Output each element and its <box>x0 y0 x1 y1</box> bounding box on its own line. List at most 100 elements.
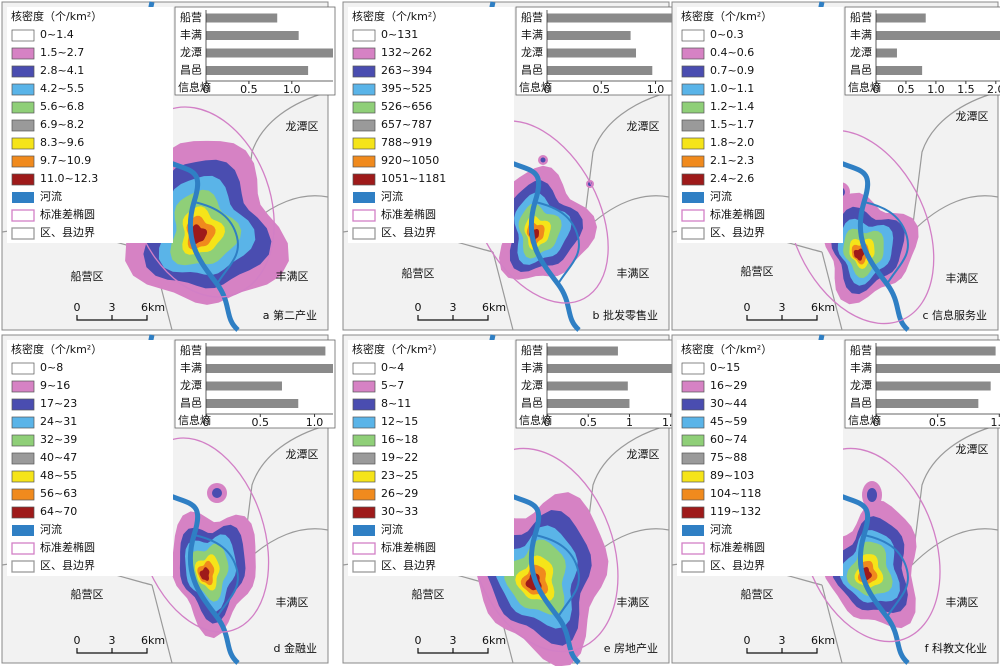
legend-swatch <box>11 506 35 519</box>
entropy-tick-label: 2.0 <box>987 83 1000 96</box>
legend-swatch <box>352 380 376 393</box>
district-label: 龙潭区 <box>627 448 660 461</box>
density-zone <box>853 248 864 261</box>
entropy-tick-label: 0.5 <box>897 83 915 96</box>
legend-title: 核密度（个/km²） <box>11 342 102 356</box>
entropy-bar <box>876 346 996 356</box>
legend-swatch <box>11 29 35 42</box>
legend-swatch <box>352 434 376 447</box>
river <box>193 534 239 618</box>
scale-label: 6km <box>141 301 165 314</box>
entropy-category: 昌邑 <box>521 64 543 77</box>
panel: 昌邑区龙潭区船营区丰满区核密度（个/km²）0~1516~2930~4445~5… <box>671 334 1000 665</box>
legend-label: 标准差椭圆 <box>381 207 436 221</box>
entropy-axis-label: 信息熵 <box>178 413 211 427</box>
legend-swatch <box>681 488 705 501</box>
district-label: 丰满区 <box>946 272 979 285</box>
entropy-category: 龙潭 <box>850 379 872 392</box>
legend-swatch <box>11 119 35 132</box>
entropy-axis-label: 信息熵 <box>848 413 881 427</box>
legend-swatch <box>352 101 376 114</box>
entropy-tick-label: 1.0 <box>927 83 945 96</box>
legend-swatch <box>681 434 705 447</box>
legend-box <box>7 340 173 576</box>
legend-swatch <box>681 155 705 168</box>
legend-label: 30~44 <box>710 397 747 410</box>
entropy-bar <box>876 13 926 23</box>
legend-label: 河流 <box>710 522 732 536</box>
legend-box <box>348 7 514 243</box>
district-label: 龙潭区 <box>627 120 660 133</box>
legend-swatch <box>681 416 705 429</box>
entropy-axis-label: 信息熵 <box>519 413 552 427</box>
scale-label: 0 <box>744 301 751 314</box>
legend-label: 45~59 <box>710 415 747 428</box>
river <box>534 534 580 618</box>
legend-swatch <box>352 506 376 519</box>
entropy-category: 昌邑 <box>180 397 202 410</box>
legend-label: 89~103 <box>710 469 754 482</box>
legend-swatch <box>11 47 35 60</box>
legend-title: 核密度（个/km²） <box>352 342 443 356</box>
legend-swatch <box>352 470 376 483</box>
legend-swatch <box>682 192 704 203</box>
legend-swatch <box>11 488 35 501</box>
district-label: 龙潭区 <box>956 110 989 123</box>
legend-label: 16~29 <box>710 379 747 392</box>
legend-label: 119~132 <box>710 505 761 518</box>
entropy-tick-label: 1.0 <box>647 83 665 96</box>
entropy-bar <box>547 399 630 408</box>
panel-caption: e 房地产业 <box>604 641 658 655</box>
entropy-tick-label: 1.0 <box>991 416 1000 429</box>
legend-label: 8.3~9.6 <box>40 136 84 149</box>
district-label: 龙潭区 <box>286 120 319 133</box>
legend-label: 132~262 <box>381 46 432 59</box>
legend-label: 9~16 <box>40 379 70 392</box>
scale-label: 3 <box>450 634 457 647</box>
legend-swatch <box>681 47 705 60</box>
entropy-bar <box>547 381 628 391</box>
entropy-category: 龙潭 <box>521 379 543 392</box>
legend-swatch <box>11 380 35 393</box>
legend-swatch <box>681 560 705 573</box>
river <box>534 201 580 285</box>
entropy-bar <box>547 66 653 75</box>
entropy-category: 龙潭 <box>180 379 202 392</box>
panel: 昌邑区龙潭区船营区丰满区核密度（个/km²）0~45~78~1112~1516~… <box>342 334 679 666</box>
entropy-category: 船营 <box>180 343 202 357</box>
legend-swatch <box>352 452 376 465</box>
legend-box <box>7 7 173 243</box>
density-zone <box>199 567 210 581</box>
legend-swatch <box>681 542 705 555</box>
legend-label: 526~656 <box>381 100 432 113</box>
legend-label: 5~7 <box>381 379 404 392</box>
legend-swatch <box>681 137 705 150</box>
legend-label: 区、县边界 <box>40 226 95 239</box>
legend-label: 2.1~2.3 <box>710 154 754 167</box>
entropy-category: 丰满 <box>180 29 202 42</box>
legend-swatch <box>352 173 376 186</box>
legend-label: 标准差椭圆 <box>40 540 95 554</box>
panel: 昌邑区龙潭区船营区丰满区核密度（个/km²）0~89~1617~2324~313… <box>1 334 336 665</box>
panel-caption: f 科教文化业 <box>925 641 987 655</box>
entropy-category: 龙潭 <box>521 46 543 59</box>
entropy-bar <box>547 31 631 40</box>
scale-label: 6km <box>811 301 835 314</box>
legend-label: 0.4~0.6 <box>710 46 754 59</box>
legend-swatch <box>352 83 376 96</box>
legend-label: 6.9~8.2 <box>40 118 84 131</box>
density-zone <box>190 224 208 245</box>
legend-swatch <box>681 398 705 411</box>
legend-label: 2.8~4.1 <box>40 64 84 77</box>
legend-label: 区、县边界 <box>381 559 436 572</box>
entropy-tick-label: 0 <box>203 83 210 96</box>
legend-label: 河流 <box>40 189 62 203</box>
district-label: 船营区 <box>412 587 445 601</box>
legend-swatch <box>352 47 376 60</box>
entropy-bar <box>206 66 309 75</box>
legend-label: 30~33 <box>381 505 418 518</box>
scale-bar <box>746 648 818 654</box>
legend-swatch <box>681 362 705 375</box>
panel-caption: a 第二产业 <box>263 308 317 322</box>
entropy-tick-label: 0.5 <box>579 416 597 429</box>
